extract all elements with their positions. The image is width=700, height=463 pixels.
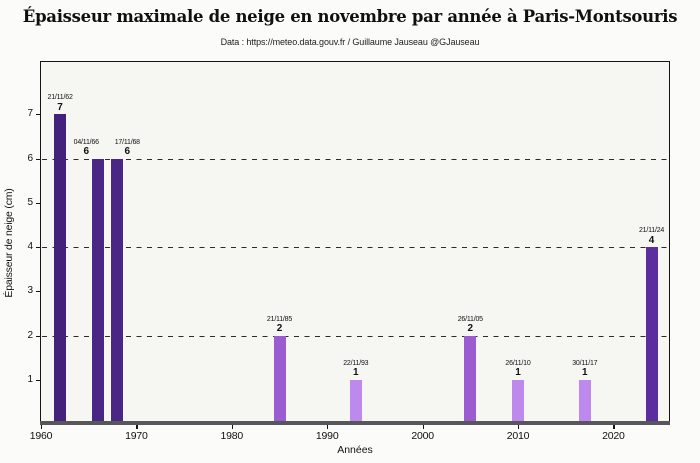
- x-tick-mark: [41, 425, 43, 429]
- bar-2010: [512, 379, 524, 423]
- annotation-date: 04/11/66: [73, 138, 99, 146]
- bar-annotation-2017: 30/11/17 1: [572, 360, 597, 379]
- annotation-value: 1: [581, 367, 588, 379]
- bar-annotation-2005: 26/11/05 2: [458, 316, 483, 335]
- bar-1968: [111, 158, 124, 423]
- plot-area: [40, 61, 670, 424]
- bar-2005: [464, 335, 477, 423]
- bar-1962: [54, 114, 67, 423]
- y-tick-mark: [36, 291, 40, 293]
- y-tick-label: 5: [27, 196, 33, 208]
- x-tick-label: 1960: [29, 430, 53, 442]
- x-tick-mark: [231, 425, 233, 429]
- chart-subtitle: Data : https://meteo.data.gouv.fr / Guil…: [220, 37, 480, 47]
- y-tick-mark: [36, 114, 40, 116]
- y-tick-label: 4: [27, 241, 33, 252]
- x-axis-title: Années: [337, 444, 373, 456]
- annotation-value: 7: [57, 101, 63, 113]
- annotation-date: 30/11/17: [572, 359, 598, 367]
- y-tick-mark: [36, 158, 40, 160]
- bar-annotation-1985: 21/11/85 2: [267, 316, 292, 335]
- annotation-value: 4: [648, 234, 655, 246]
- annotation-date: 17/11/68: [114, 138, 140, 146]
- bar-1993: [349, 379, 362, 423]
- annotation-date: 26/11/05: [457, 315, 483, 323]
- x-axis-spine: [40, 421, 670, 425]
- x-tick-label: 2000: [411, 430, 434, 442]
- annotation-value: 2: [467, 323, 474, 334]
- x-tick-label: 1980: [220, 430, 244, 442]
- dashed-gridline: [41, 158, 669, 160]
- y-tick-mark: [36, 202, 40, 204]
- y-tick-mark: [36, 335, 40, 337]
- y-axis-title: Épaisseur de neige (cm): [3, 188, 15, 298]
- y-tick-mark: [36, 247, 40, 249]
- bar-1985: [273, 335, 286, 423]
- y-tick-label: 7: [27, 108, 33, 120]
- annotation-date: 21/11/62: [47, 94, 73, 102]
- annotation-value: 6: [83, 146, 90, 157]
- annotation-date: 22/11/93: [343, 359, 369, 367]
- x-tick-label: 2010: [506, 430, 530, 442]
- bar-annotation-1966: 04/11/66 6: [74, 139, 99, 158]
- annotation-date: 26/11/10: [505, 359, 531, 367]
- bar-annotation-1968: 17/11/68 6: [115, 139, 140, 158]
- bar-2024: [645, 247, 658, 423]
- x-tick-mark: [136, 425, 138, 429]
- dashed-gridline: [41, 247, 669, 249]
- annotation-date: 21/11/24: [638, 227, 665, 234]
- x-tick-label: 1990: [315, 430, 339, 442]
- bar-1966: [92, 158, 105, 423]
- dashed-gridline: [41, 335, 669, 337]
- annotation-value: 1: [353, 367, 359, 379]
- bar-annotation-1962: 21/11/62 7: [48, 94, 73, 113]
- annotation-date: 21/11/85: [266, 315, 293, 323]
- bar-annotation-2010: 26/11/10 1: [505, 360, 530, 379]
- y-tick-label: 1: [27, 373, 33, 385]
- bar-annotation-2024: 21/11/24 4: [639, 227, 664, 246]
- bar-annotation-1993: 22/11/93 1: [343, 360, 368, 379]
- chart-title: Épaisseur maximale de neige en novembre …: [22, 7, 678, 26]
- annotation-value: 2: [276, 323, 283, 334]
- x-tick-mark: [613, 425, 615, 429]
- annotation-value: 1: [515, 367, 521, 379]
- y-tick-label: 2: [27, 329, 33, 341]
- x-tick-label: 1970: [125, 430, 148, 442]
- annotation-value: 6: [124, 146, 131, 157]
- y-tick-label: 6: [27, 152, 33, 164]
- bar-2017: [578, 379, 591, 423]
- x-tick-mark: [327, 425, 329, 429]
- y-tick-label: 3: [27, 285, 33, 297]
- x-tick-label: 2020: [602, 430, 625, 442]
- y-tick-mark: [36, 379, 40, 381]
- x-tick-mark: [422, 425, 424, 429]
- x-tick-mark: [518, 425, 520, 429]
